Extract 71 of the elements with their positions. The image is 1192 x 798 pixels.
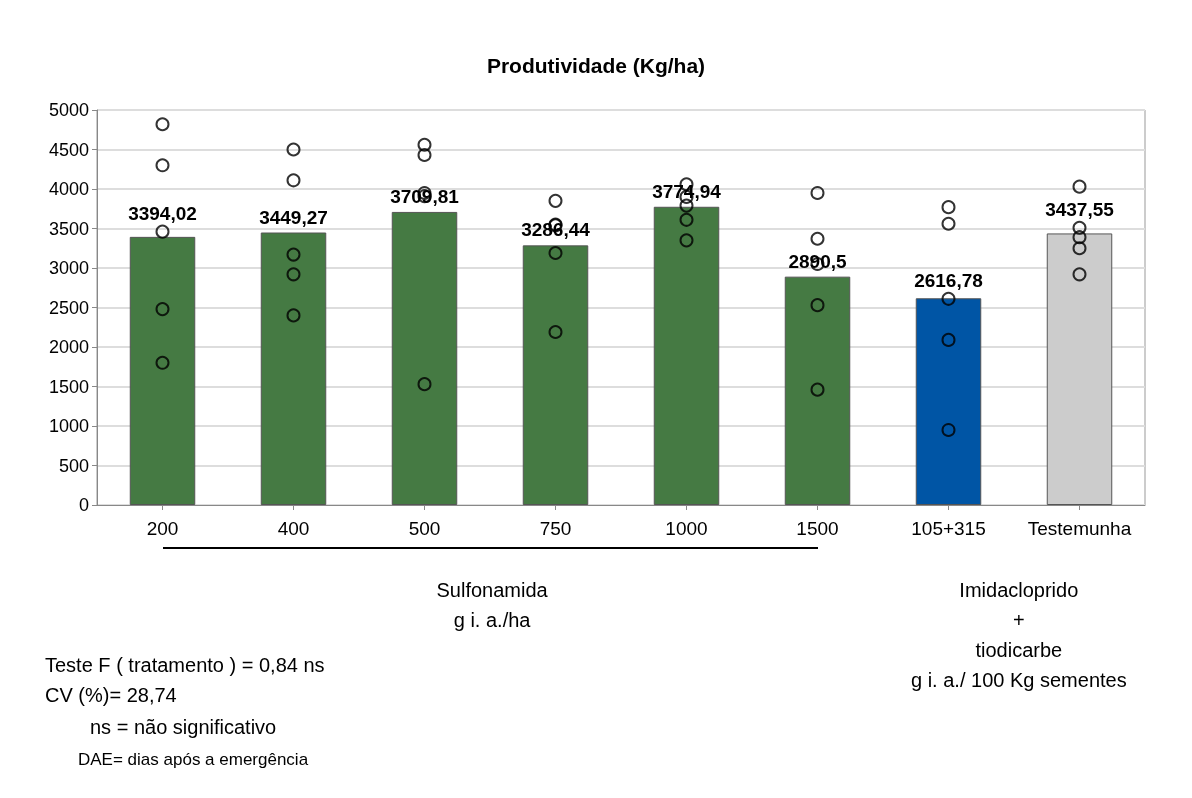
- point: [155, 355, 170, 370]
- point: [286, 308, 301, 323]
- x-tick-label: 105+315: [911, 518, 986, 539]
- point: [286, 173, 301, 188]
- point: [286, 267, 301, 282]
- point: [548, 193, 563, 208]
- point: [810, 382, 825, 397]
- text: CV (%)= 28,74: [45, 683, 177, 708]
- data-label: 3394,02: [128, 202, 197, 224]
- point: [417, 377, 432, 392]
- bar: [1046, 233, 1113, 505]
- bar: [260, 232, 327, 505]
- point: [286, 247, 301, 262]
- point: [1072, 230, 1087, 245]
- point: [810, 231, 825, 246]
- chart-title: Produtividade (Kg/ha): [486, 54, 706, 77]
- data-label: 3437,55: [1045, 199, 1115, 221]
- text: ns = não significativo: [90, 715, 277, 740]
- point: [417, 137, 432, 152]
- point: [1072, 220, 1087, 235]
- bar: [915, 298, 982, 505]
- bar: [522, 245, 589, 505]
- x-tick-label: 1000: [665, 518, 708, 539]
- bar: [653, 206, 720, 505]
- point: [155, 158, 170, 173]
- data-label: 3286,44: [521, 219, 591, 241]
- point: [941, 422, 956, 437]
- point: [941, 332, 956, 347]
- point: [417, 148, 432, 163]
- bar: [391, 211, 458, 505]
- y-tick-label: 4000: [48, 179, 89, 199]
- point: [679, 212, 694, 227]
- x-tick-label: 500: [408, 518, 441, 539]
- point: [286, 142, 301, 157]
- text: DAE= dias após a emergência: [78, 749, 309, 771]
- y-tick-label: 0: [78, 495, 89, 515]
- point: [1072, 267, 1087, 282]
- bar: [129, 236, 196, 505]
- x-tick-label: 750: [539, 518, 572, 539]
- x-tick-label: 1500: [796, 518, 839, 539]
- point: [548, 245, 563, 260]
- text: Sulfonamida g i. a./ha: [436, 578, 548, 633]
- point: [155, 117, 170, 132]
- y-tick-label: 2500: [48, 297, 89, 318]
- x-tick-label: 400: [277, 518, 310, 539]
- point: [155, 224, 170, 239]
- point: [548, 324, 563, 339]
- text: Teste F ( tratamento ) = 0,84 ns: [45, 653, 325, 678]
- point: [1072, 179, 1087, 194]
- point: [810, 185, 825, 200]
- point: [941, 200, 956, 215]
- y-tick-label: 1000: [48, 416, 89, 436]
- y-tick-label: 2000: [48, 337, 89, 357]
- y-tick-label: 3000: [48, 258, 89, 278]
- x-tick-label: 200: [146, 518, 179, 539]
- point: [941, 291, 956, 306]
- point: [679, 233, 694, 248]
- bar: [784, 276, 851, 505]
- y-tick-label: 1500: [48, 376, 89, 397]
- point: [155, 302, 170, 317]
- point: [941, 216, 956, 231]
- data-label: 2616,78: [914, 270, 983, 292]
- data-label: 3449,27: [259, 206, 328, 228]
- x-tick-label: Testemunha: [1027, 518, 1132, 539]
- y-tick-label: 4500: [48, 139, 89, 160]
- y-tick-label: 5000: [48, 100, 89, 120]
- point: [1072, 241, 1087, 256]
- point: [810, 298, 825, 313]
- text: Imidacloprido + tiodicarbe g i. a./ 100 Kg sementes: [911, 578, 1127, 693]
- y-tick-label: 3500: [48, 218, 89, 239]
- y-tick-label: 500: [58, 455, 89, 476]
